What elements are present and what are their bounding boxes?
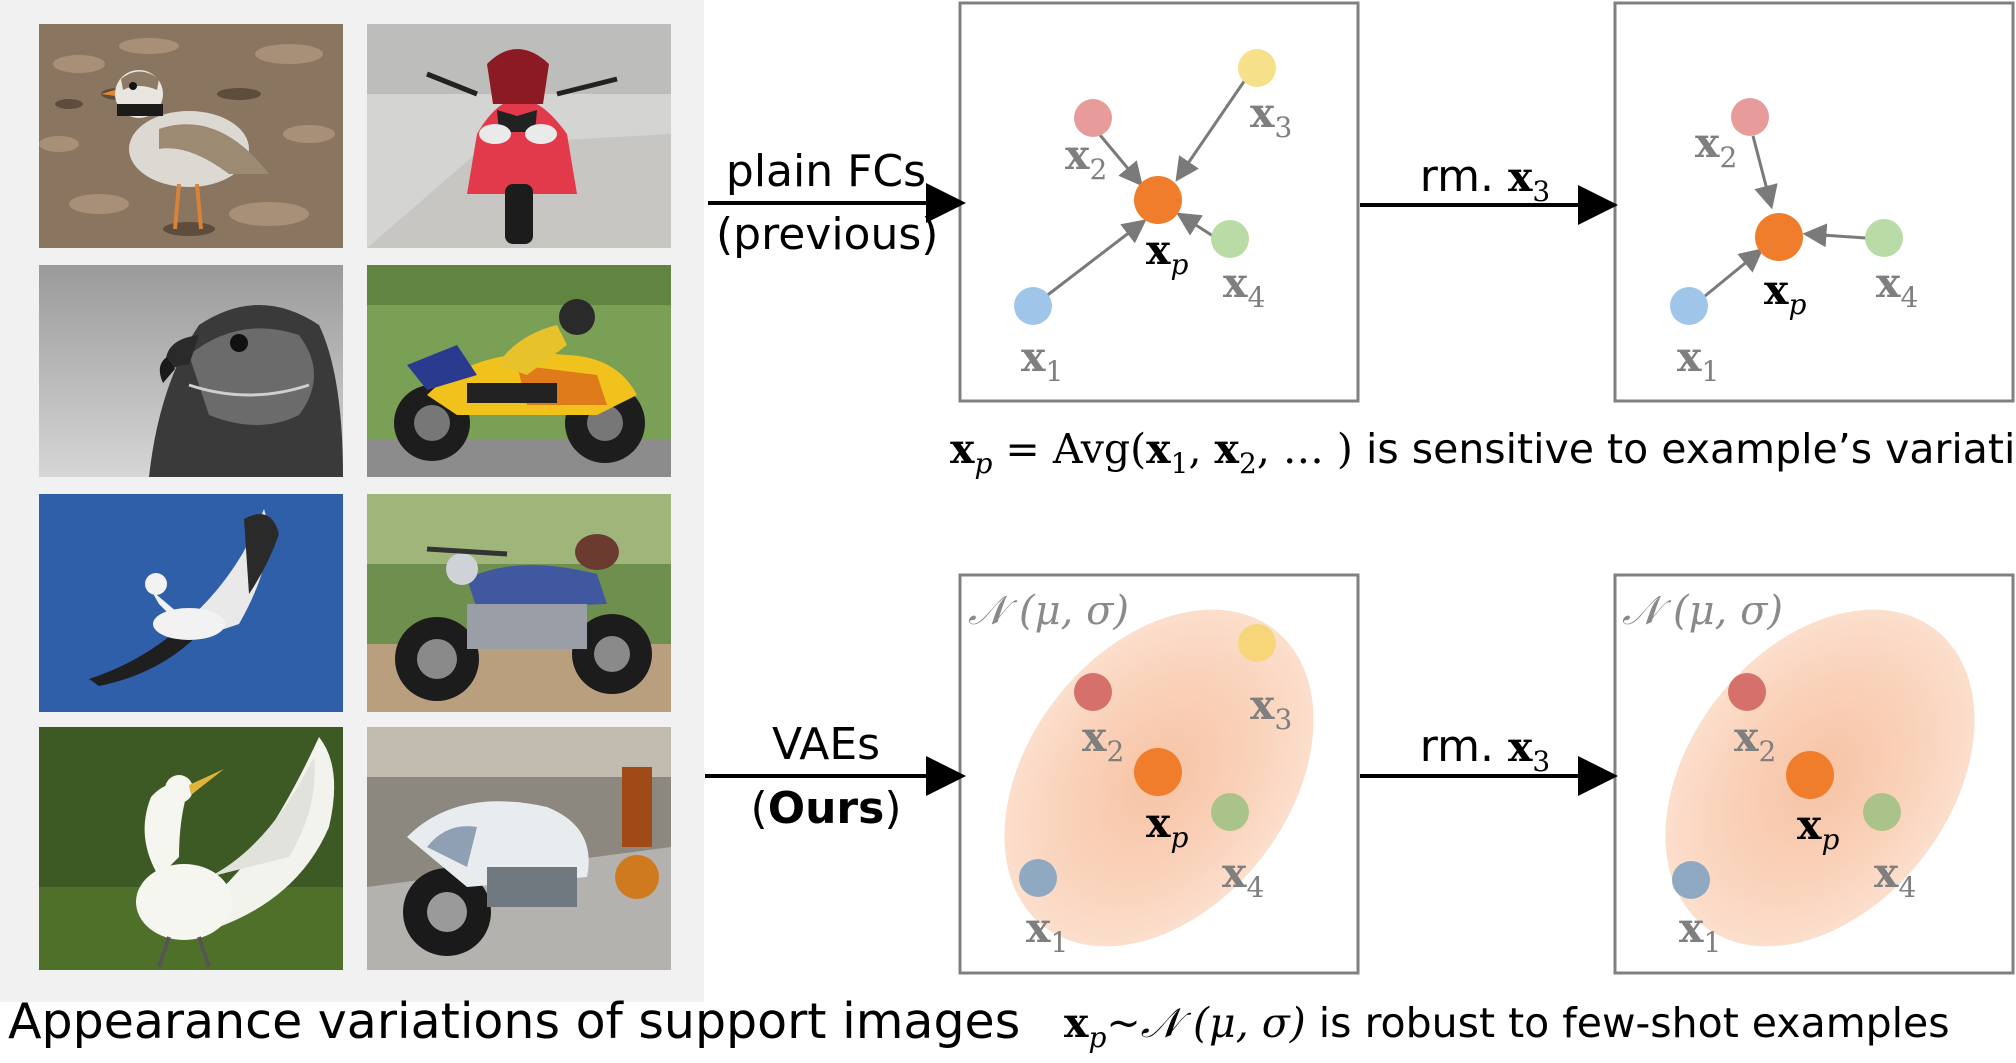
method-label-previous: plain FCs: [725, 146, 927, 197]
label-x1: x1: [1677, 333, 1720, 388]
point-x4: [1211, 793, 1249, 831]
label-x2: x2: [1695, 119, 1738, 174]
label-x4: x4: [1876, 259, 1919, 314]
label-x4: x4: [1223, 259, 1266, 314]
method-label-previous-sub: (previous): [716, 209, 939, 260]
label-xp: xp: [1146, 226, 1189, 281]
edge-x2-xp: [1098, 134, 1143, 187]
point-x2: [1731, 98, 1769, 136]
label-x4: x4: [1874, 849, 1917, 904]
point-xp: [1755, 213, 1803, 261]
edge-x4-xp: [1802, 223, 1867, 248]
point-x2: [1728, 673, 1766, 711]
white-bike-photo: [367, 727, 671, 970]
label-x4: x4: [1222, 849, 1265, 904]
label-xp: xp: [1764, 266, 1807, 321]
label-x3: x3: [1250, 681, 1293, 736]
label-x1: x1: [1021, 333, 1064, 388]
label-x2: x2: [1065, 131, 1108, 186]
caption-top: xp = Avg(x1, x2, … ) is sensitive to exa…: [950, 425, 2016, 480]
top-right-panel-frame: [1613, 1, 2015, 403]
method-label-ours: (Ours): [750, 783, 902, 834]
point-x4: [1863, 793, 1901, 831]
remove-x3-label-bottom: rm. x3: [1419, 721, 1551, 778]
point-xp: [1786, 751, 1834, 799]
distribution-label: 𝒩 (μ, σ): [968, 588, 1129, 634]
point-xp: [1134, 748, 1182, 796]
point-x1: [1670, 287, 1708, 325]
yellow-racing-bike-photo: [367, 265, 671, 477]
remove-x3-label-top: rm. x3: [1419, 151, 1551, 208]
point-xp: [1134, 176, 1182, 224]
point-x1: [1014, 287, 1052, 325]
point-x3: [1238, 624, 1276, 662]
label-x2: x2: [1734, 713, 1777, 768]
edge-x2-xp: [1751, 135, 1778, 210]
plover-photo: [39, 24, 343, 248]
point-x4: [1865, 219, 1903, 257]
method-label-vaes: VAEs: [771, 719, 881, 770]
point-x2: [1074, 673, 1112, 711]
point-x4: [1211, 220, 1249, 258]
support-images-panel: [0, 0, 704, 1002]
edge-x1-xp: [1704, 248, 1764, 298]
support-images-caption: Appearance variations of support images: [8, 993, 1021, 1050]
edge-x1-xp: [1044, 219, 1147, 299]
distribution-label: 𝒩 (μ, σ): [1622, 588, 1783, 634]
caption-bottom: xp~𝒩 (μ, σ) is robust to few-shot exampl…: [1064, 999, 1950, 1054]
label-x1: x1: [1679, 904, 1722, 959]
point-x1: [1019, 859, 1057, 897]
label-x3: x3: [1250, 89, 1293, 144]
hawk-bw-photo: [39, 265, 343, 477]
egret-photo: [39, 727, 343, 970]
edge-x4-xp: [1176, 212, 1214, 238]
red-sportbike-photo: [367, 24, 671, 248]
blue-classic-bike-photo: [367, 494, 671, 712]
label-x2: x2: [1082, 713, 1125, 768]
point-x3: [1238, 49, 1276, 87]
gull-flying-photo: [39, 494, 343, 712]
point-x1: [1672, 861, 1710, 899]
label-xp: xp: [1797, 801, 1840, 856]
label-x1: x1: [1026, 904, 1069, 959]
label-xp: xp: [1146, 799, 1189, 854]
edge-x3-xp: [1175, 79, 1247, 182]
point-x2: [1074, 99, 1112, 137]
